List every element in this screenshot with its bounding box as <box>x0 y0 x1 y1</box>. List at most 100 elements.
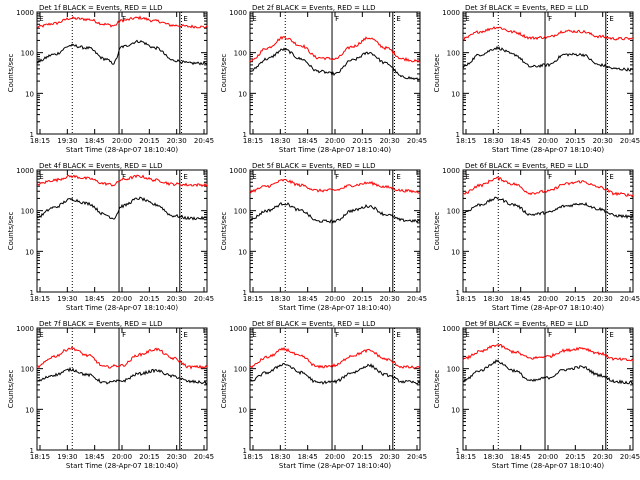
x-tick-label: 18:15 <box>243 453 263 461</box>
y-tick-label: 10 <box>238 248 247 256</box>
x-tick-label: 20:15 <box>352 137 372 145</box>
region-marker: E <box>252 331 256 339</box>
lld-series-line <box>249 346 421 370</box>
y-tick-label: 1000 <box>229 325 247 333</box>
panel-3: Det 3f BLACK = Events, RED = LLD 1 10 100 10… <box>433 4 640 154</box>
y-tick-label: 10 <box>238 406 247 414</box>
lld-series-line <box>462 344 634 362</box>
y-axis-title: Counts/sec <box>7 212 15 251</box>
x-tick-label: 20:30 <box>167 295 187 303</box>
x-tick-label: 20:30 <box>167 137 187 145</box>
region-marker: E <box>39 15 43 23</box>
x-tick-label: 18:30 <box>270 453 290 461</box>
region-marker: E <box>396 15 400 23</box>
lld-series-line <box>36 174 208 188</box>
panel-8: Det 8f BLACK = Events, RED = LLD 1 10 100 10… <box>220 320 427 470</box>
y-tick-label: 1 <box>30 131 34 139</box>
y-tick-label: 10 <box>451 248 460 256</box>
x-tick-label: 20:00 <box>538 295 558 303</box>
events-series-line <box>36 196 208 221</box>
panel-7: Det 7f BLACK = Events, RED = LLD 1 10 100 10… <box>7 320 214 470</box>
region-marker: E <box>183 15 187 23</box>
y-tick-label: 100 <box>447 208 460 216</box>
y-tick-label: 10 <box>25 406 34 414</box>
x-tick-label: 18:15 <box>30 453 50 461</box>
y-axis-title: Counts/sec <box>433 370 441 409</box>
x-tick-label: 20:45 <box>194 137 214 145</box>
panel-title: Det 5f BLACK = Events, RED = LLD <box>252 162 375 170</box>
x-tick-label: 20:30 <box>380 295 400 303</box>
y-tick-label: 10 <box>451 90 460 98</box>
region-marker: E <box>252 15 256 23</box>
region-marker: E <box>396 173 400 181</box>
y-tick-label: 1000 <box>16 167 34 175</box>
panel-title: Det 4f BLACK = Events, RED = LLD <box>39 162 162 170</box>
region-marker: F <box>122 173 126 181</box>
panel-9: Det 9f BLACK = Events, RED = LLD 1 10 100 10… <box>433 320 640 470</box>
x-tick-label: 20:00 <box>538 453 558 461</box>
y-tick-label: 1000 <box>229 9 247 17</box>
lld-series-line <box>249 178 421 194</box>
x-axis-title: Start Time (28-Apr-07 18:10:40) <box>492 304 604 312</box>
x-tick-label: 18:30 <box>270 295 290 303</box>
x-tick-label: 20:00 <box>325 137 345 145</box>
x-axis-title: Start Time (28-Apr-07 18:10:40) <box>279 304 391 312</box>
x-tick-label: 18:45 <box>85 137 105 145</box>
x-tick-label: 18:45 <box>511 453 531 461</box>
y-tick-label: 1 <box>243 447 247 455</box>
x-tick-label: 20:15 <box>565 137 585 145</box>
y-tick-label: 1 <box>243 131 247 139</box>
region-marker: F <box>548 173 552 181</box>
x-axis-title: Start Time (28-Apr-07 18:10:40) <box>279 462 391 470</box>
x-tick-label: 20:00 <box>538 137 558 145</box>
events-series-line <box>462 196 634 220</box>
region-marker: E <box>396 331 400 339</box>
panel-6: Det 6f BLACK = Events, RED = LLD 1 10 100 10… <box>433 162 640 312</box>
region-marker: F <box>335 331 339 339</box>
y-tick-label: 1 <box>456 289 460 297</box>
x-tick-label: 20:30 <box>380 137 400 145</box>
panel-title: Det 7f BLACK = Events, RED = LLD <box>39 320 162 328</box>
x-tick-label: 20:15 <box>352 295 372 303</box>
x-tick-label: 18:15 <box>243 295 263 303</box>
x-tick-label: 18:15 <box>243 137 263 145</box>
panel-title: Det 9f BLACK = Events, RED = LLD <box>465 320 588 328</box>
x-tick-label: 18:45 <box>85 295 105 303</box>
lld-series-line <box>462 26 634 41</box>
x-tick-label: 18:15 <box>30 295 50 303</box>
y-tick-label: 1 <box>243 289 247 297</box>
events-series-line <box>249 47 421 81</box>
y-tick-label: 1000 <box>16 9 34 17</box>
x-tick-label: 20:45 <box>407 295 427 303</box>
x-tick-label: 20:45 <box>194 295 214 303</box>
y-tick-label: 1000 <box>229 167 247 175</box>
x-tick-label: 18:30 <box>483 137 503 145</box>
x-tick-label: 20:00 <box>112 453 132 461</box>
y-tick-label: 1 <box>30 447 34 455</box>
x-tick-label: 18:15 <box>456 453 476 461</box>
events-series-line <box>249 362 421 385</box>
y-tick-label: 1000 <box>442 325 460 333</box>
x-tick-label: 20:15 <box>352 453 372 461</box>
y-tick-label: 1000 <box>442 167 460 175</box>
y-tick-label: 10 <box>451 406 460 414</box>
panel-title: Det 3f BLACK = Events, RED = LLD <box>465 4 588 12</box>
x-tick-label: 20:45 <box>620 453 640 461</box>
events-series-line <box>462 359 634 385</box>
region-marker: F <box>335 15 339 23</box>
y-tick-label: 10 <box>25 248 34 256</box>
region-marker: E <box>609 331 613 339</box>
x-tick-label: 18:45 <box>298 453 318 461</box>
x-tick-label: 20:15 <box>565 453 585 461</box>
y-tick-label: 1 <box>30 289 34 297</box>
x-tick-label: 20:30 <box>593 137 613 145</box>
events-series-line <box>36 366 208 385</box>
region-marker: E <box>465 173 469 181</box>
panel-title: Det 6f BLACK = Events, RED = LLD <box>465 162 588 170</box>
x-tick-label: 20:15 <box>565 295 585 303</box>
x-tick-label: 20:00 <box>325 453 345 461</box>
y-axis-title: Counts/sec <box>220 212 228 251</box>
x-tick-label: 20:00 <box>112 295 132 303</box>
